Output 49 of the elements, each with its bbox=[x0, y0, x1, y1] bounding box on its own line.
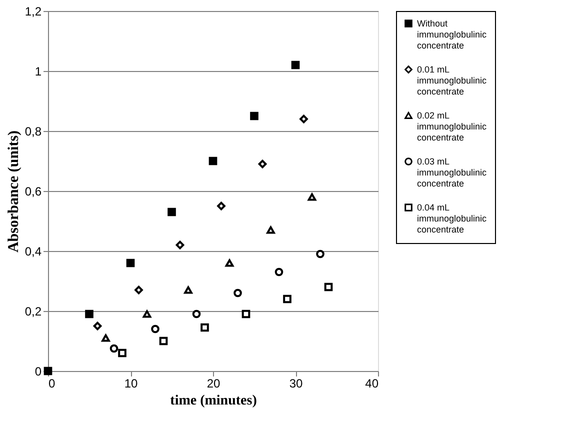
point bbox=[316, 250, 324, 258]
point bbox=[283, 294, 292, 304]
point bbox=[266, 226, 275, 234]
x-tick-label: 30 bbox=[289, 376, 303, 390]
point bbox=[184, 286, 192, 294]
point bbox=[258, 160, 267, 168]
y-tick-label: 1 bbox=[34, 64, 42, 78]
point bbox=[151, 324, 160, 334]
point bbox=[225, 259, 234, 267]
point bbox=[142, 310, 152, 318]
y-tick-label: 0,8 bbox=[24, 124, 42, 138]
point bbox=[291, 60, 300, 70]
point bbox=[85, 310, 94, 318]
point bbox=[126, 258, 135, 268]
legend-label: 0.01 mL immunoglobulinic concentrate bbox=[417, 64, 488, 96]
legend-label: Without immunoglobulinic concentrate bbox=[417, 18, 488, 50]
point bbox=[300, 114, 308, 124]
point bbox=[159, 336, 168, 346]
point bbox=[324, 282, 333, 292]
point bbox=[217, 202, 226, 210]
point bbox=[200, 323, 209, 332]
x-tick-label: 0 bbox=[48, 376, 56, 390]
y-tick-label: 1,2 bbox=[24, 4, 42, 18]
y-tick-label: 0,4 bbox=[24, 244, 42, 258]
point bbox=[93, 322, 102, 330]
y-axis-title: Absorbance (units) bbox=[6, 130, 22, 253]
x-tick-label: 20 bbox=[206, 376, 220, 390]
point bbox=[208, 156, 218, 166]
point bbox=[234, 288, 242, 298]
x-tick-label: 40 bbox=[365, 376, 379, 390]
y-tick-label: 0 bbox=[34, 364, 42, 378]
point bbox=[168, 208, 176, 216]
y-tick-label: 0,2 bbox=[24, 304, 42, 318]
point bbox=[242, 310, 250, 318]
point bbox=[102, 334, 110, 342]
point bbox=[192, 310, 201, 318]
point bbox=[118, 348, 126, 358]
legend-label: 0.02 mL immunoglobulinic concentrate bbox=[417, 110, 488, 142]
point bbox=[110, 344, 118, 353]
y-tick-label: 0,6 bbox=[24, 184, 42, 198]
point bbox=[308, 193, 316, 201]
x-axis-title: time (minutes) bbox=[170, 394, 258, 408]
point bbox=[250, 112, 258, 120]
legend-label: 0.04 mL immunoglobulinic concentrate bbox=[417, 202, 488, 234]
point bbox=[274, 268, 284, 276]
x-tick-label: 10 bbox=[124, 376, 138, 390]
point bbox=[134, 286, 143, 294]
point bbox=[176, 240, 184, 250]
legend-label: 0.03 mL immunoglobulinic concentrate bbox=[417, 156, 488, 188]
